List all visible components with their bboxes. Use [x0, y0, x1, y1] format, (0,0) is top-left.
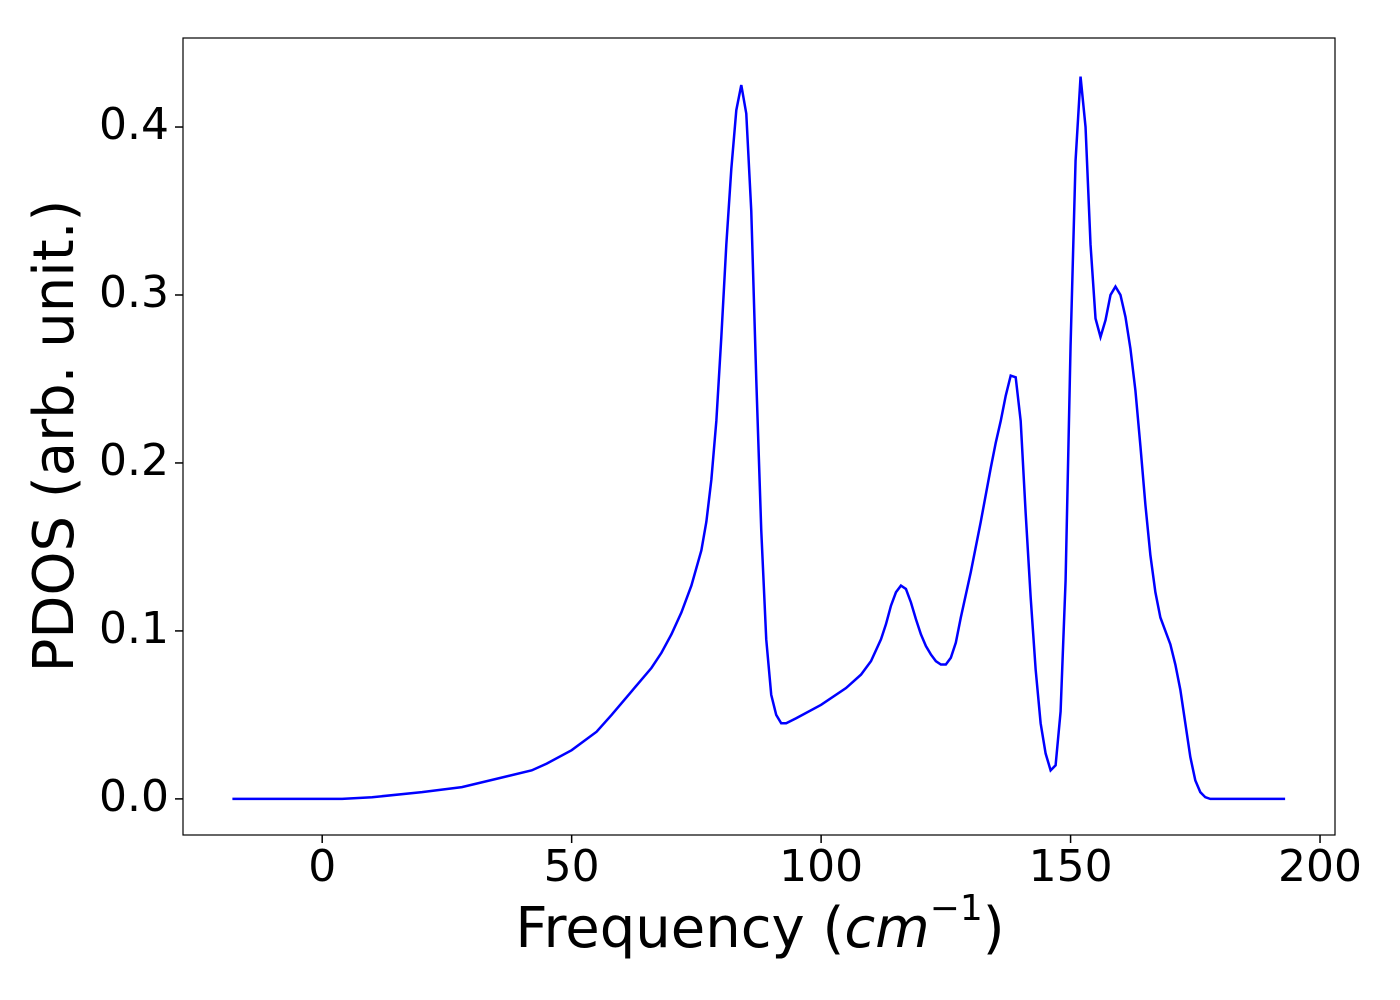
y-tick-label: 0.3 [99, 267, 169, 318]
x-tick-label: 150 [1029, 841, 1113, 892]
x-tick-label: 200 [1278, 841, 1362, 892]
x-axis-label: Frequency (cm−1) [515, 888, 1004, 961]
x-tick-label: 50 [544, 841, 600, 892]
y-tick-label: 0.0 [99, 771, 169, 822]
y-tick-label: 0.1 [99, 603, 169, 654]
data-line [232, 76, 1286, 801]
plot-frame [182, 37, 1336, 836]
y-tick-label: 0.2 [99, 435, 169, 486]
y-axis-label: PDOS (arb. unit.) [22, 200, 87, 673]
x-tick-label: 100 [779, 841, 863, 892]
x-tick-label: 0 [308, 841, 336, 892]
y-tick-label: 0.4 [99, 99, 169, 150]
